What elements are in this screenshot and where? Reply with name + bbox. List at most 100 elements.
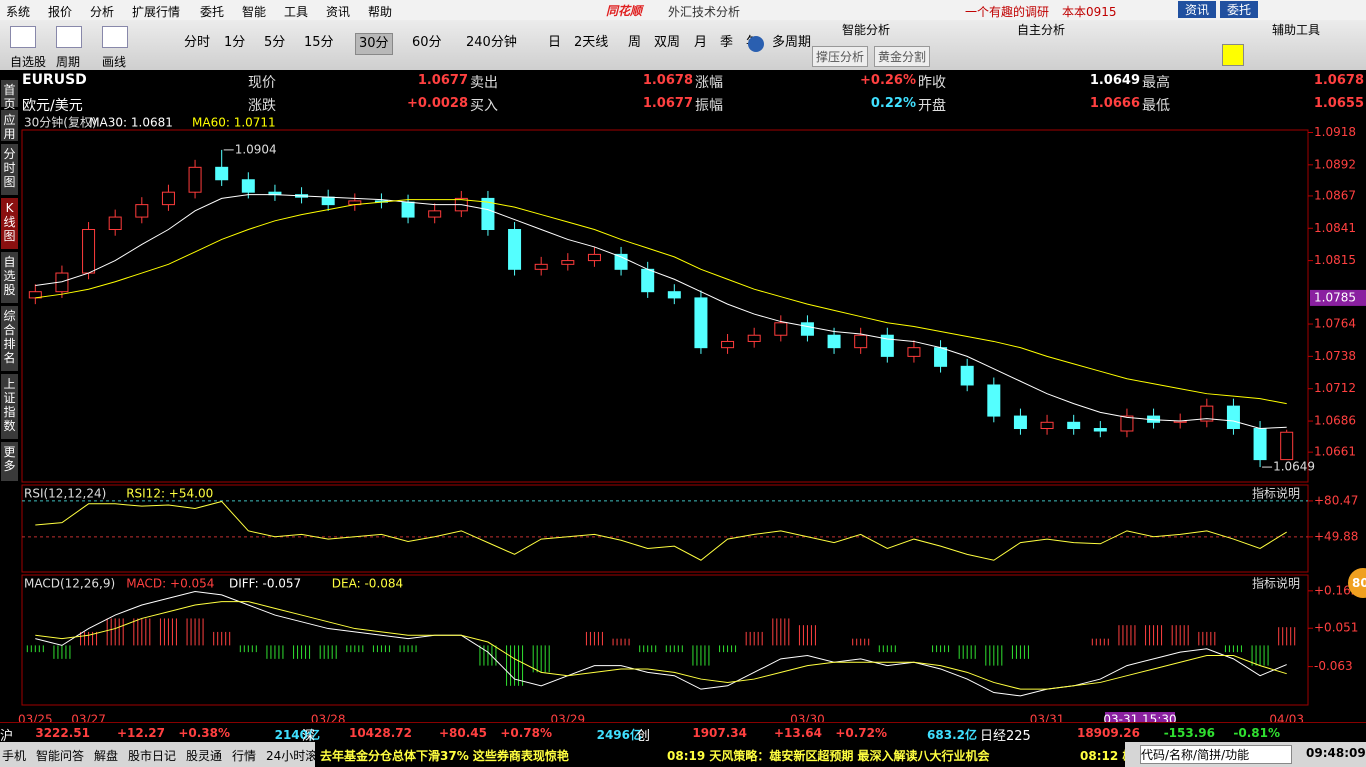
quote-label: 卖出 [470,75,498,91]
candle-body [188,166,202,193]
period-button[interactable]: 30分 [355,33,393,55]
panel-frame [21,129,1309,483]
index-name: 深 [302,729,316,744]
candle-body [774,322,788,336]
panel-title: 30分钟(复权) [24,115,97,130]
tool-icon[interactable] [102,26,128,48]
side-tab[interactable]: K线图 [1,198,18,251]
side-tab[interactable]: 自选股 [1,252,18,305]
tool-label[interactable]: 画线 [102,55,127,69]
side-tab[interactable]: 应用 [1,110,18,143]
period-button[interactable]: 日 [548,35,562,50]
panel-title: 智能分析 [842,23,891,37]
legend-entry: DEA: -0.084 [332,577,403,591]
index-value: 3222.51 [35,726,90,740]
side-tab[interactable]: 更多 [1,442,18,483]
tool-icon[interactable] [10,26,36,48]
footer-link[interactable]: 股市日记 [128,749,177,763]
x-tick-label: 03/27 [71,713,106,723]
menu-item[interactable]: 帮助 [368,5,393,19]
candle-body [1226,405,1240,430]
index-value: 18909.26 [1076,726,1140,740]
search-box[interactable]: 代码/名称/简拼/功能 [1140,745,1292,764]
candle-body [960,365,974,386]
menu-item[interactable]: 分析 [90,5,115,19]
footer-link[interactable]: 行情 [232,749,257,763]
legend-entry: MACD: +0.054 [126,577,214,591]
chart: 1.0918 1.0892 1.0867 1.0841 1.0815 1.0764 1.07… [18,115,1366,723]
promo[interactable]: 一个有趣的调研 [965,5,1050,19]
candle-body [987,384,1001,417]
candle-body [108,216,122,231]
index-name: 创 [637,729,651,744]
side-tab[interactable]: 综合排名 [1,306,18,373]
menu-item[interactable]: 报价 [48,5,73,19]
candle-body [161,191,175,206]
footer-link[interactable]: 股灵通 [186,749,223,763]
top-button[interactable]: 资讯 [1178,1,1216,18]
cursor-tag [1310,289,1366,306]
badge[interactable]: 80 [1348,568,1366,598]
tool-icon[interactable] [56,26,82,48]
y-tick-label: -0.063 [1314,659,1353,673]
top-button[interactable]: 委托 [1220,1,1258,18]
footer-link[interactable]: 24小时滚动 [266,749,330,763]
footer-link[interactable]: 解盘 [94,749,119,763]
menu-item[interactable]: 资讯 [326,5,351,19]
candle-body [1120,415,1134,432]
menu-item[interactable]: 委托 [200,5,225,19]
news-item[interactable]: 去年基金分仓总体下滑37% 这些券商表现惊艳 [320,749,569,763]
period-button[interactable]: 月 [694,35,708,50]
period-button[interactable]: 240分钟 [466,35,517,50]
side-tab[interactable]: 上证指数 [1,374,18,441]
index-value: +0.72% [835,726,887,740]
period-button[interactable]: 2天线 [574,35,609,50]
y-tick-label: 1.0712 [1314,381,1356,395]
footer-link[interactable]: 手机 [2,749,27,763]
period-button[interactable]: 多周期 [772,35,812,50]
cursor-value: 1.0785 [1314,290,1356,304]
x-tick-label: 04/03 [1269,713,1304,723]
candle-body [481,197,495,231]
candle-body [721,340,735,349]
tool-label[interactable]: 周期 [56,55,81,69]
y-tick-label: 1.0815 [1314,253,1356,267]
candle-body [747,334,761,342]
quote-label: 买入 [470,98,498,114]
symbol: EURUSD [22,72,87,88]
menu-item[interactable]: 工具 [284,5,309,19]
candle-body [800,322,814,336]
index-volume: 683.2亿 [927,728,977,742]
index-value: +13.64 [773,726,822,740]
period-button[interactable]: 1分 [224,35,246,50]
period-button[interactable]: 15分 [304,35,334,50]
analysis-button[interactable]: 黄金分割 [874,46,931,67]
news-item[interactable]: 08:19 天风策略：雄安新区超预期 最深入解读八大行业机会 [667,749,990,763]
period-button[interactable]: 双周 [654,35,681,50]
settings-icon[interactable] [748,36,764,52]
menu-item[interactable]: 系统 [6,5,31,19]
period-button[interactable]: 周 [628,35,642,50]
menu-item[interactable]: 扩展行情 [132,5,181,19]
candle-body [880,334,894,357]
candle-body [241,179,255,193]
menu-item[interactable]: 智能 [242,5,267,19]
tool-label[interactable]: 自选股 [10,55,47,69]
quote-label: 现价 [248,75,276,91]
index-volume: 2496亿 [596,728,642,742]
news-item[interactable]: 08:12 雄 [1080,749,1125,763]
y-tick-label: 1.0918 [1314,125,1356,139]
period-button[interactable]: 分时 [184,35,211,50]
index-value: -0.81% [1233,726,1280,740]
analysis-button[interactable]: 撑压分析 [812,46,869,67]
y-tick-label: 1.0686 [1314,414,1356,428]
footer-link[interactable]: 智能问答 [36,749,85,763]
period-button[interactable]: 5分 [264,35,286,50]
side-tab[interactable]: 分时图 [1,144,18,197]
period-button[interactable]: 季 [720,35,734,50]
max-label: 1.0904 [235,142,277,156]
period-button[interactable]: 60分 [412,35,442,50]
color-swatch[interactable] [1222,44,1244,66]
side-tab[interactable]: 首页 [1,80,18,111]
